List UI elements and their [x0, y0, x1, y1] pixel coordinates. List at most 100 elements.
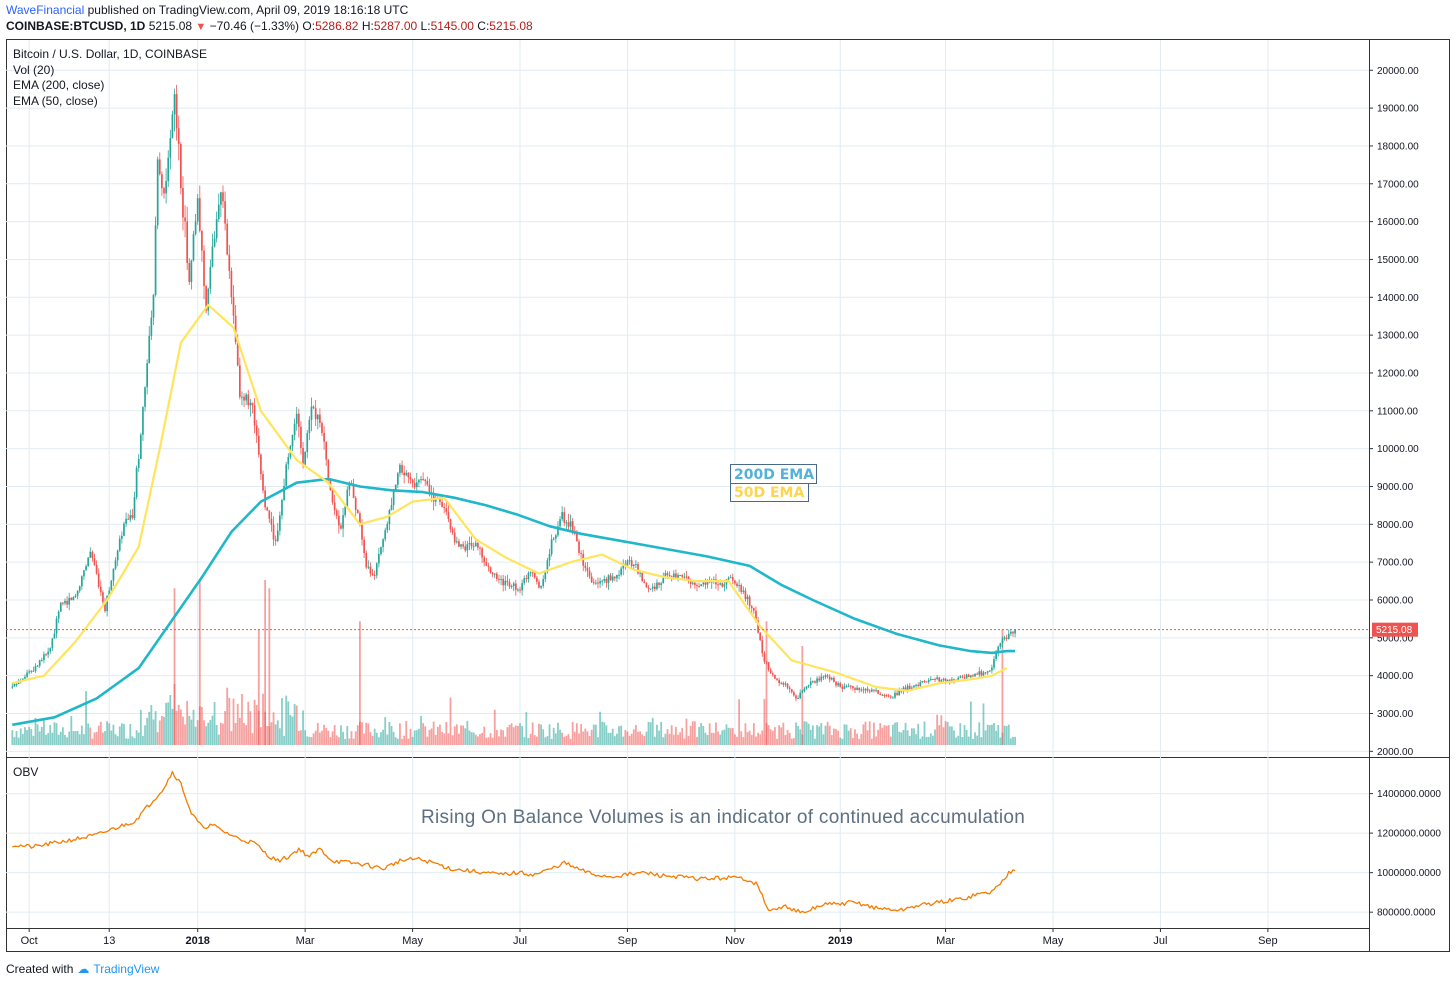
- candle-body: [133, 497, 136, 518]
- volume-bar: [691, 721, 694, 745]
- candle-body: [723, 584, 726, 587]
- candle-body: [211, 246, 214, 267]
- obv-pane-title[interactable]: OBV: [13, 765, 38, 779]
- candle-body: [719, 583, 722, 585]
- volume-bar: [592, 724, 595, 745]
- volume-bar: [310, 737, 313, 745]
- volume-bar: [479, 734, 481, 745]
- volume-bar: [729, 728, 732, 745]
- tradingview-brand-link[interactable]: TradingView: [93, 962, 160, 976]
- candle-body: [150, 317, 153, 336]
- candle-body: [519, 589, 521, 591]
- candle-body: [304, 451, 306, 465]
- candle-body: [995, 653, 997, 660]
- volume-bar: [997, 725, 1000, 745]
- candle-body: [167, 157, 170, 182]
- volume-bar: [38, 731, 41, 745]
- candle-body: [778, 680, 780, 684]
- candle-body: [310, 406, 313, 420]
- volume-bar: [719, 734, 722, 745]
- candle-body: [394, 484, 397, 491]
- time-axis[interactable]: Oct 13 2018 Mar May Jul Sep Nov 2019 Mar May Jul Sep: [21, 928, 1278, 947]
- volume-bar: [908, 735, 911, 745]
- published-text: published on TradingView.com, April 09, …: [87, 3, 409, 17]
- obv-tick-label: 1400000.0000: [1377, 789, 1441, 800]
- price-tick-label: 8000.00: [1377, 520, 1414, 531]
- volume-bar: [727, 727, 730, 745]
- volume-bar: [194, 726, 197, 745]
- volume-bar: [835, 729, 837, 745]
- price-axis[interactable]: 20000.00 19000.00 18000.00 17000.00 16000.00…: [1369, 66, 1419, 758]
- candle-body: [407, 472, 410, 478]
- symbol-name: COINBASE:BTCUSD, 1D: [6, 19, 146, 33]
- candle-body: [595, 582, 597, 584]
- candle-body: [234, 315, 237, 342]
- volume-bar: [552, 727, 555, 745]
- candle-body: [78, 586, 81, 591]
- volume-bar: [198, 580, 201, 745]
- volume-bar: [102, 732, 104, 745]
- volume-bar: [268, 588, 271, 745]
- volume-bar: [755, 736, 757, 745]
- obv-axis[interactable]: 1400000.0000 1200000.0000 1000000.0000 8000…: [1369, 789, 1441, 919]
- candle-body: [927, 680, 930, 683]
- volume-bar: [493, 709, 496, 745]
- volume-bar: [30, 728, 33, 745]
- candle-body: [451, 529, 454, 533]
- candle-body: [148, 335, 151, 364]
- candle-body: [464, 546, 467, 551]
- volume-bar: [988, 725, 991, 745]
- candle-body: [127, 518, 130, 520]
- volume-bar: [576, 723, 578, 745]
- close-label: C:: [477, 19, 490, 33]
- legend-vol[interactable]: Vol (20): [13, 63, 54, 77]
- volume-bar: [428, 729, 431, 745]
- candle-body: [569, 521, 572, 527]
- candle-body: [613, 576, 616, 579]
- candle-body: [807, 685, 810, 687]
- volume-bar: [55, 723, 58, 745]
- price-tick-label: 16000.00: [1377, 217, 1419, 228]
- candle-body: [217, 204, 220, 220]
- volume-bar: [919, 738, 922, 745]
- volume-bar: [289, 714, 292, 745]
- candle-body: [1012, 631, 1014, 634]
- volume-bar: [510, 723, 513, 745]
- candle-body: [645, 583, 648, 588]
- symbol-info: COINBASE:BTCUSD, 1D 5215.08 ▼ −70.46 (−1…: [6, 19, 533, 33]
- candle-body: [439, 498, 441, 502]
- volume-bar: [283, 735, 285, 745]
- publisher-link[interactable]: WaveFinancial: [6, 3, 85, 17]
- candle-body: [74, 595, 77, 597]
- candle-body: [830, 677, 833, 680]
- candle-body: [257, 435, 260, 455]
- volume-bar: [649, 722, 652, 745]
- volume-bar: [603, 722, 606, 745]
- volume-bar: [759, 734, 762, 745]
- candle-body: [268, 510, 271, 519]
- volume-bar: [738, 699, 741, 745]
- legend-ema50[interactable]: EMA (50, close): [13, 94, 98, 108]
- candle-body: [833, 677, 835, 682]
- obv-line: [12, 770, 1016, 914]
- candle-body: [106, 595, 108, 612]
- volume-bar: [685, 718, 688, 745]
- volume-bar: [352, 738, 355, 745]
- candle-body: [656, 582, 658, 590]
- price-tick-label: 4000.00: [1377, 671, 1414, 682]
- candle-body: [409, 477, 412, 480]
- volume-bar: [632, 729, 635, 745]
- candle-body: [622, 563, 625, 569]
- candle-body: [418, 480, 420, 483]
- volume-bar: [207, 722, 210, 745]
- candle-body: [43, 654, 45, 661]
- candle-body: [521, 583, 523, 591]
- candle-body: [228, 254, 231, 271]
- volume-bar: [500, 729, 502, 745]
- candle-body: [460, 544, 462, 547]
- volume-bar: [641, 734, 644, 745]
- volume-bar: [605, 725, 608, 745]
- volume-bar: [934, 729, 936, 745]
- legend-ema200[interactable]: EMA (200, close): [13, 78, 104, 92]
